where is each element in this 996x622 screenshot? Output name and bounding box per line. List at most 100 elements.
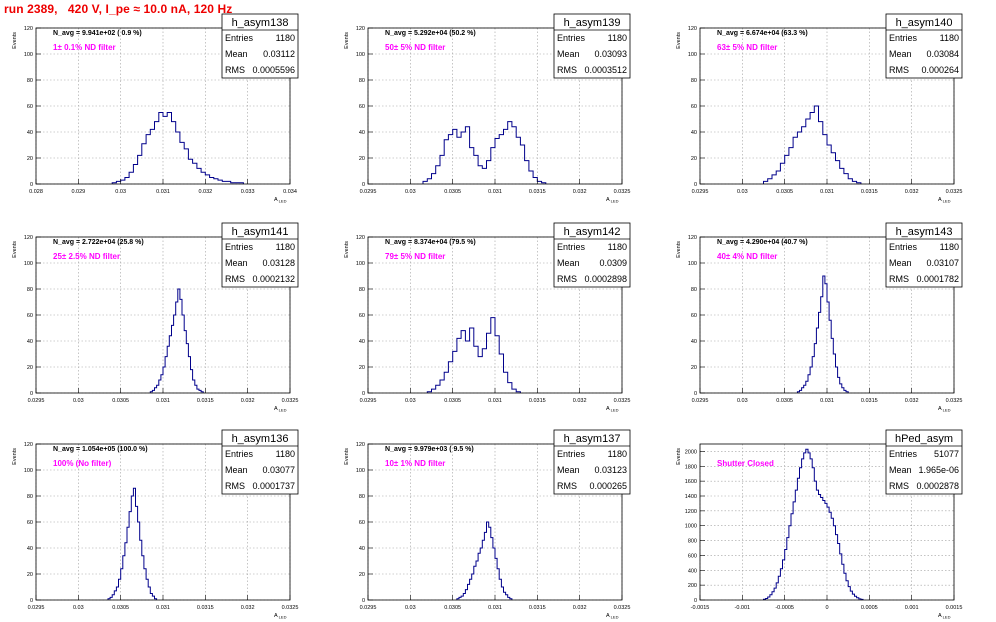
y-tick-label: 60	[27, 104, 33, 110]
x-tick-label: 0.029	[71, 189, 85, 195]
stats-value-mean: 0.03077	[262, 465, 295, 475]
filter-annotation: 40± 4% ND filter	[717, 252, 777, 261]
y-tick-label: 120	[356, 442, 365, 448]
y-tick-label: 200	[688, 583, 697, 589]
y-axis-title: Events	[676, 241, 682, 258]
y-tick-label: 100	[688, 52, 697, 58]
x-tick-label: 0.0295	[360, 189, 377, 195]
x-tick-label: 0.0305	[776, 189, 793, 195]
y-tick-label: 120	[356, 235, 365, 241]
x-tick-label: 0.03	[405, 605, 416, 611]
y-axis-title: Events	[344, 448, 350, 465]
stats-value-rms: 0.000264	[921, 65, 959, 75]
stats-label-rms: RMS	[889, 274, 909, 284]
stats-label-rms: RMS	[557, 274, 577, 284]
x-tick-label: 0.031	[488, 605, 502, 611]
stats-box	[221, 13, 299, 79]
stats-value-mean: 0.03123	[594, 465, 627, 475]
y-tick-label: 80	[359, 287, 365, 293]
x-tick-label: 0.0325	[946, 189, 963, 195]
stats-value-rms: 0.000265	[589, 481, 627, 491]
x-axis-title: ALED	[606, 406, 619, 413]
stats-value-rms: 0.0003512	[584, 65, 627, 75]
stats-value-entries: 1180	[940, 33, 959, 43]
filter-annotation: 100% (No filter)	[53, 459, 112, 468]
x-tick-label: 0.001	[905, 605, 919, 611]
x-tick-label: 0.0305	[776, 398, 793, 404]
stats-box-title: h_asym138	[232, 17, 289, 29]
stats-box-title: h_asym139	[564, 17, 621, 29]
y-tick-label: 0	[362, 182, 365, 188]
stats-value-entries: 1180	[608, 242, 627, 252]
stats-label-entries: Entries	[557, 242, 586, 252]
y-tick-label: 80	[359, 494, 365, 500]
stats-value-rms: 0.0002898	[584, 274, 627, 284]
x-tick-label: -0.0015	[691, 605, 710, 611]
histogram-panel-h_asym137: 0.0295 0.03 0.0305 0.031 0.0315 0.032 0.0325 0 2…	[344, 429, 630, 620]
stats-box	[885, 13, 963, 79]
x-axis-title-subscript: LED	[279, 199, 287, 204]
x-tick-label: 0.0315	[861, 398, 878, 404]
y-tick-label: 40	[691, 130, 697, 136]
x-tick-label: 0.032	[241, 605, 255, 611]
stats-value-entries: 1180	[608, 33, 627, 43]
filter-annotation: Shutter Closed	[717, 459, 774, 468]
y-axis-title: Events	[676, 448, 682, 465]
y-tick-label: 100	[356, 468, 365, 474]
stats-label-entries: Entries	[225, 242, 254, 252]
x-tick-label: 0.0315	[197, 398, 214, 404]
x-tick-label: 0.031	[820, 189, 834, 195]
x-axis-title-subscript: LED	[943, 408, 951, 413]
y-tick-label: 0	[694, 182, 697, 188]
y-tick-label: 400	[688, 568, 697, 574]
histogram-line	[426, 317, 521, 393]
stats-value-rms: 0.0005596	[252, 65, 295, 75]
x-tick-label: 0.0295	[28, 398, 45, 404]
x-tick-label: 0.0315	[529, 398, 546, 404]
y-tick-label: 100	[356, 52, 365, 58]
y-tick-label: 1400	[685, 494, 697, 500]
x-tick-label: 0.03	[405, 189, 416, 195]
x-tick-label: 0.0295	[692, 189, 709, 195]
x-axis-title-subscript: LED	[279, 408, 287, 413]
y-tick-label: 60	[359, 520, 365, 526]
stats-value-entries: 51077	[934, 449, 959, 459]
y-tick-label: 0	[694, 391, 697, 397]
y-tick-label: 60	[359, 313, 365, 319]
y-tick-label: 120	[24, 26, 33, 32]
x-tick-label: 0.0305	[112, 605, 129, 611]
x-tick-label: 0.0305	[444, 189, 461, 195]
y-tick-label: 20	[359, 156, 365, 162]
navg-annotation: N_avg = 4.290e+04 (40.7 %)	[717, 239, 808, 246]
filter-annotation: 50± 5% ND filter	[385, 43, 445, 52]
stats-label-mean: Mean	[557, 465, 580, 475]
x-tick-label: 0.0305	[444, 605, 461, 611]
stats-box-title: h_asym142	[564, 226, 621, 238]
x-tick-label: 0.031	[156, 398, 170, 404]
x-tick-label: 0.0325	[282, 398, 299, 404]
y-tick-label: 80	[27, 494, 33, 500]
navg-annotation: N_avg = 9.941e+02 ( 0.9 %)	[53, 30, 142, 37]
x-tick-label: 0.032	[573, 605, 587, 611]
y-tick-label: 80	[27, 78, 33, 84]
x-axis-title: ALED	[938, 197, 951, 204]
stats-value-rms: 0.0001782	[916, 274, 959, 284]
stats-label-rms: RMS	[889, 481, 909, 491]
x-tick-label: 0.0315	[197, 605, 214, 611]
y-tick-label: 20	[27, 156, 33, 162]
stats-label-entries: Entries	[889, 33, 918, 43]
histogram-line	[422, 121, 547, 184]
x-tick-label: 0.0305	[112, 398, 129, 404]
y-tick-label: 0	[362, 598, 365, 604]
histogram-line	[763, 105, 862, 184]
stats-box	[221, 222, 299, 288]
x-axis-title: ALED	[274, 197, 287, 204]
x-axis-title: ALED	[938, 613, 951, 620]
x-tick-label: 0.0315	[529, 189, 546, 195]
stats-label-entries: Entries	[225, 449, 254, 459]
y-tick-label: 20	[691, 156, 697, 162]
x-axis-title-subscript: LED	[611, 199, 619, 204]
filter-annotation: 10± 1% ND filter	[385, 459, 445, 468]
stats-box	[885, 429, 963, 495]
y-tick-label: 60	[27, 313, 33, 319]
